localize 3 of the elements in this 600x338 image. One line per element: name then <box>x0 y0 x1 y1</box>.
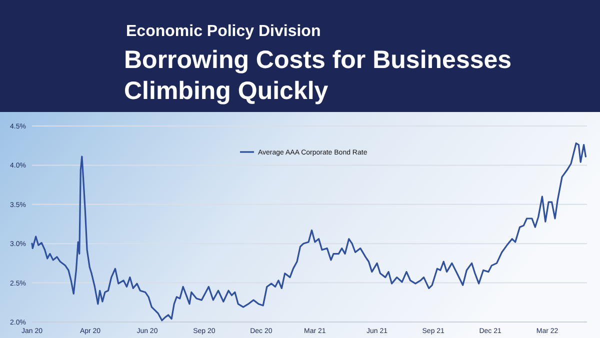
chart-title: Borrowing Costs for Businesses Climbing Quickly <box>124 46 512 105</box>
chart-subtitle: Economic Policy Division <box>126 23 321 40</box>
line-series <box>31 142 587 322</box>
